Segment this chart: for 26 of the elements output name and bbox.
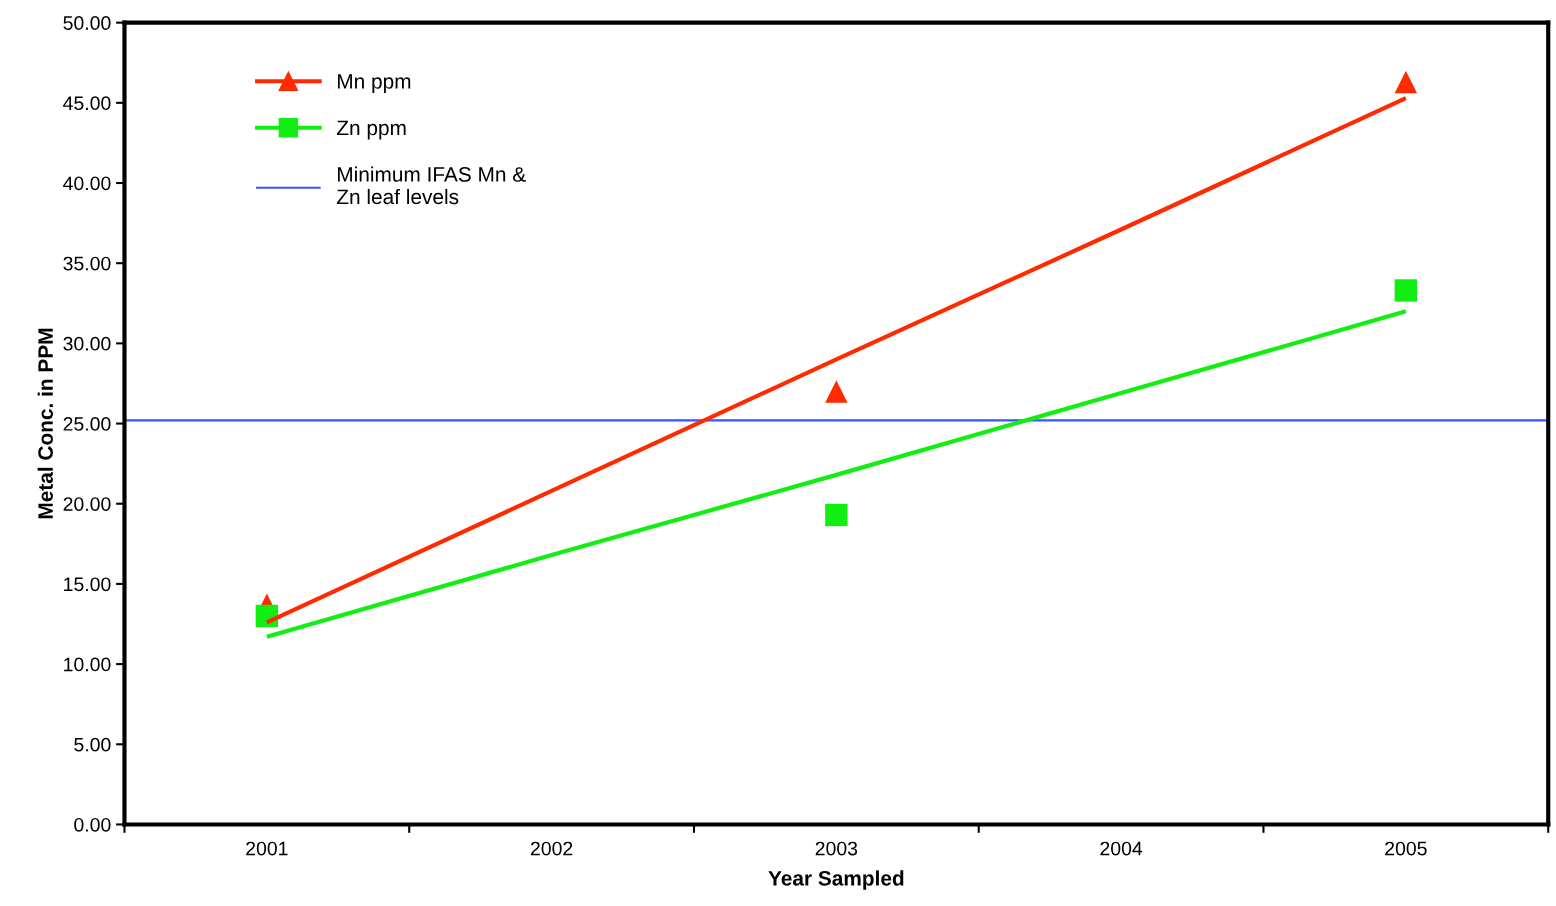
y-tick-label: 50.00 (63, 16, 111, 30)
line-series (264, 309, 1408, 639)
point (825, 503, 848, 527)
y-tick-label: 35.00 (63, 256, 111, 271)
x-tick-label: 2001 (246, 841, 288, 856)
x-tick-label: 2003 (815, 841, 858, 856)
point (825, 380, 848, 403)
x-tick-label: 2002 (530, 841, 573, 856)
x-axis-title: Year Sampled (768, 870, 904, 890)
point (1394, 279, 1418, 302)
y-tick-label: 0.00 (74, 817, 111, 832)
legend-label: Mn ppm (338, 74, 411, 93)
x-tick-label: 2005 (1385, 841, 1427, 856)
legend-label: Minimum IFAS Mn & Zn leaf levels (336, 166, 526, 205)
legend-label: Zn ppm (336, 120, 406, 140)
point (1394, 70, 1418, 94)
x-tick-label: 2004 (1100, 841, 1143, 856)
y-tick-label: 40.00 (63, 176, 111, 191)
y-tick-label: 45.00 (63, 96, 111, 111)
y-tick-label: 10.00 (64, 657, 111, 672)
y-axis-title: Metal Conc. in PPM (37, 328, 53, 519)
y-tick-label: 20.00 (63, 497, 111, 511)
y-tick-label: 25.00 (63, 417, 111, 431)
y-tick-label: 30.00 (63, 336, 111, 351)
y-tick-label: 15.00 (64, 577, 111, 592)
y-tick-label: 5.00 (74, 737, 111, 752)
